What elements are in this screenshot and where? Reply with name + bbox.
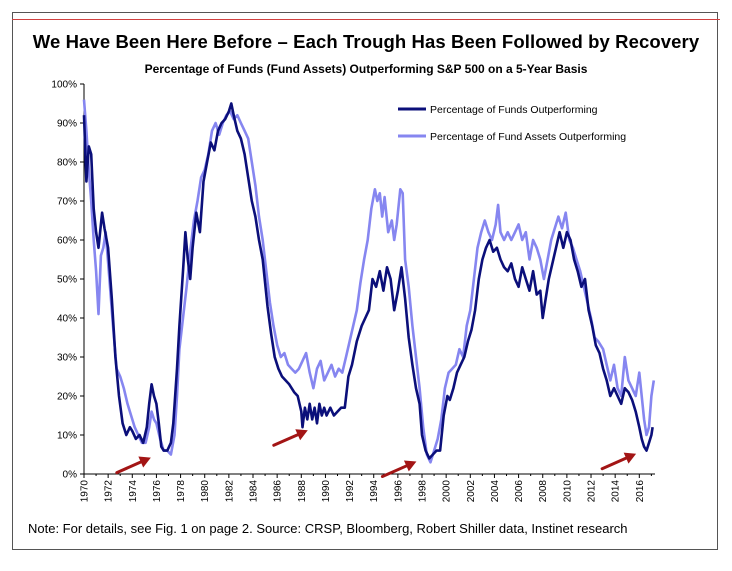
y-tick-label: 20%	[57, 392, 77, 403]
arrow-shaft	[115, 460, 143, 475]
arrow-shaft	[272, 433, 300, 447]
x-tick-label: 2004	[490, 480, 501, 503]
trough-arrow	[380, 460, 417, 478]
legend: Percentage of Funds Outperforming Percen…	[398, 104, 626, 143]
x-tick-label: 1974	[128, 480, 139, 503]
figure-frame	[12, 12, 718, 550]
source-footnote: Note: For details, see Fig. 1 on page 2.…	[28, 521, 628, 536]
x-tick-label: 1984	[249, 480, 260, 503]
legend-label-funds: Percentage of Funds Outperforming	[430, 104, 598, 116]
y-tick-label: 40%	[57, 314, 77, 325]
x-tick-label: 2014	[611, 480, 622, 503]
header-rule	[12, 19, 720, 20]
arrow-shaft	[380, 464, 408, 478]
y-tick-label: 30%	[57, 353, 77, 364]
x-tick-label: 2002	[466, 480, 477, 503]
trough-arrow	[600, 452, 637, 471]
x-tick-label: 1992	[345, 480, 356, 503]
x-tick-label: 1990	[321, 480, 332, 503]
y-tick-label: 80%	[57, 158, 77, 169]
x-tick-label: 2008	[538, 480, 549, 503]
x-tick-label: 1978	[176, 480, 187, 503]
chart-title: We Have Been Here Before – Each Trough H…	[32, 31, 700, 52]
axes: 0% 10% 20% 30% 40% 50% 60% 70% 80% 90% 100% 1970 197…	[51, 80, 655, 503]
x-tick-label: 1976	[152, 480, 163, 503]
chart-subtitle: Percentage of Funds (Fund Assets) Outper…	[144, 62, 588, 76]
x-tick-label: 2010	[562, 480, 573, 503]
y-tick-label: 100%	[51, 80, 77, 91]
y-tick-label: 90%	[57, 119, 77, 130]
x-tick-label: 1994	[369, 480, 380, 503]
x-tick-label: 1972	[104, 480, 115, 503]
arrow-head	[623, 452, 637, 464]
x-tick-label: 2012	[587, 480, 598, 503]
series-layer	[82, 99, 656, 464]
line-chart: 0% 10% 20% 30% 40% 50% 60% 70% 80% 90% 100% 1970 197…	[51, 80, 656, 503]
x-tick-label: 2000	[442, 480, 453, 503]
series-line-funds	[82, 102, 654, 460]
x-tick-label: 1996	[393, 480, 404, 503]
x-tick-label: 2016	[635, 480, 646, 503]
y-tick-label: 0%	[63, 470, 78, 481]
annotation-arrows	[115, 429, 637, 478]
x-tick-label: 1970	[80, 480, 91, 503]
legend-label-assets: Percentage of Fund Assets Outperforming	[430, 131, 626, 143]
y-tick-label: 70%	[57, 197, 77, 208]
x-tick-label: 1980	[200, 480, 211, 503]
arrow-head	[138, 456, 151, 468]
arrow-head	[403, 460, 417, 472]
y-tick-label: 60%	[57, 236, 77, 247]
x-tick-label: 1982	[224, 480, 235, 503]
trough-arrow	[272, 429, 308, 447]
x-tick-label: 2006	[514, 480, 525, 503]
arrow-head	[295, 429, 308, 441]
x-tick-label: 1998	[418, 480, 429, 503]
arrow-shaft	[600, 456, 628, 471]
y-tick-label: 10%	[57, 431, 77, 442]
x-tick-label: 1986	[273, 480, 284, 503]
trough-arrow	[115, 456, 151, 475]
series-line-assets	[82, 99, 656, 464]
x-tick-label: 1988	[297, 480, 308, 503]
y-tick-label: 50%	[57, 275, 77, 286]
